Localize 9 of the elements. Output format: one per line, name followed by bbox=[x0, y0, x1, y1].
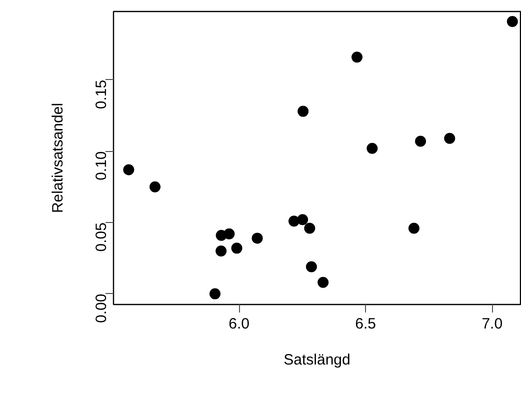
y-tick-label: 0.00 bbox=[93, 294, 110, 323]
y-tick-label: 0.05 bbox=[93, 222, 110, 252]
y-axis-title: Relativsatsandel bbox=[50, 102, 66, 214]
y-tick-label: 0.10 bbox=[93, 151, 110, 180]
x-axis-title: Satslängd bbox=[284, 352, 350, 368]
x-tick-label: 7.0 bbox=[482, 316, 503, 332]
y-tick-label: 0.15 bbox=[93, 80, 110, 110]
x-tick-label: 6.5 bbox=[355, 316, 376, 332]
x-tick-label: 6.0 bbox=[228, 316, 250, 332]
